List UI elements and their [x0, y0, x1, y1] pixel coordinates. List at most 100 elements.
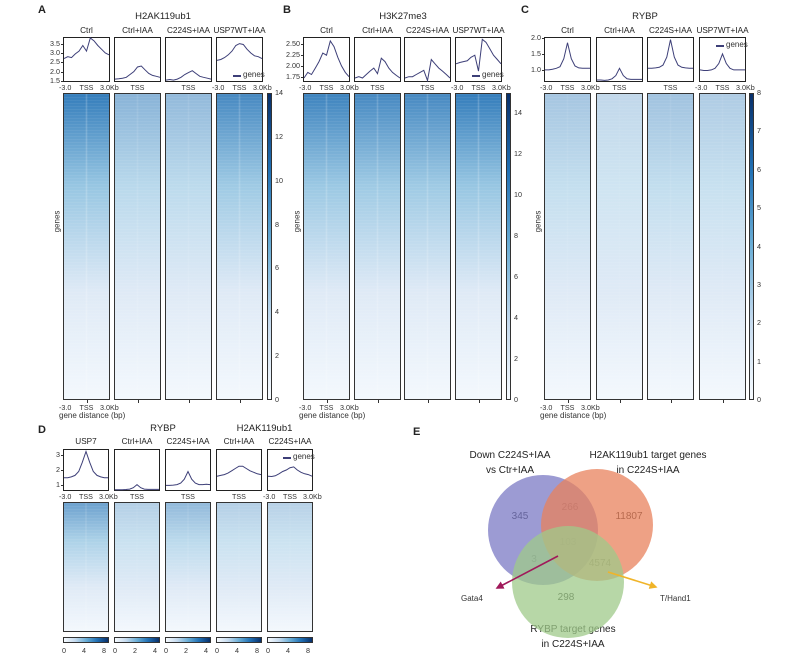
column-label: Ctrl+IAA: [362, 26, 393, 35]
column-label: Ctrl+IAA: [122, 26, 153, 35]
x-tick-label: TSS: [181, 492, 195, 501]
profile-curve: [165, 70, 212, 81]
colorbar-tick-label: 0: [266, 646, 270, 655]
profile-curve: [455, 38, 502, 72]
x-tick-label: TSS: [560, 83, 575, 92]
profile-box: [216, 449, 262, 491]
profile-box: [699, 37, 746, 82]
y-axis-label: genes: [292, 210, 302, 232]
heatmap: [544, 93, 591, 400]
colorbar-tick-label: 12: [275, 131, 283, 141]
panel-label: A: [38, 4, 46, 16]
y-tick-label: 1: [56, 480, 60, 490]
profile-box: [216, 37, 263, 82]
t-hand1-annotation: T/Hand1: [660, 594, 691, 603]
profile-box: [165, 37, 212, 82]
legend-label: genes: [293, 452, 315, 461]
colorbar: [114, 637, 160, 643]
set-label-down: Down C224S+IAA: [469, 450, 551, 461]
y-tick-label: 3.5: [50, 38, 60, 48]
profile-line: [648, 39, 693, 69]
colorbar-tick-label: 0: [164, 646, 168, 655]
bottom-tick: [670, 400, 672, 403]
panel-label: D: [38, 424, 46, 436]
profile-line: [699, 52, 745, 71]
group-title: RYBP: [150, 423, 176, 434]
column-label: C224S+IAA: [166, 26, 210, 35]
panel-label: E: [413, 426, 421, 438]
y-tick-label: 2.50: [286, 39, 300, 49]
profile-line: [455, 38, 502, 72]
colorbar-tick-label: 4: [275, 307, 279, 317]
y-tick-label: 2.5: [50, 57, 60, 67]
colorbar: [749, 93, 754, 400]
y-tick-label: 2.0: [531, 33, 541, 42]
profile-line: [165, 70, 212, 81]
x-tick-label: TSS: [79, 403, 94, 412]
y-tick-label: 1.5: [531, 48, 541, 58]
column-label: Ctrl: [320, 26, 333, 35]
colorbar: [267, 93, 272, 400]
profile-curve: [597, 67, 642, 81]
profile-curve: [648, 39, 693, 69]
profile-curve: [404, 58, 451, 82]
bottom-tick: [427, 400, 429, 403]
profile-curve: [166, 470, 211, 486]
heatmap: [165, 502, 211, 632]
profile-line: [64, 449, 108, 479]
colorbar-tick-label: 4: [204, 646, 208, 655]
heatmap: [216, 502, 262, 632]
y-tick-label: 2.25: [286, 50, 300, 60]
bottom-tick: [188, 400, 190, 403]
profile-line: [216, 43, 263, 61]
profile-line: [63, 37, 110, 60]
y-tick: [61, 454, 63, 456]
panel-label: B: [283, 4, 291, 16]
heatmap: [303, 93, 350, 400]
profile-line: [166, 470, 211, 486]
profile-curve: [267, 466, 313, 478]
y-tick: [61, 62, 63, 64]
set-label-down: vs Ctr+IAA: [485, 465, 535, 476]
legend-swatch: [716, 45, 724, 47]
legend-swatch: [233, 75, 241, 77]
profile-line: [404, 58, 451, 82]
x-tick-label: 3.0Kb: [99, 492, 118, 501]
y-tick-label: 1.75: [286, 71, 300, 81]
heatmap: [404, 93, 451, 400]
heatmap: [699, 93, 746, 400]
x-tick-label: TSS: [181, 83, 196, 92]
profile-box: [455, 37, 502, 82]
y-tick: [301, 44, 303, 46]
profile-box: [63, 37, 110, 82]
x-tick-label: 3.0Kb: [492, 83, 511, 92]
colorbar-tick-label: 14: [275, 88, 283, 97]
x-tick-label: TSS: [420, 83, 435, 92]
panel-title: H2AK119ub1: [135, 11, 191, 22]
x-tick-label: TSS: [612, 83, 627, 92]
panel-title: H3K27me3: [379, 11, 427, 22]
colorbar-tick-label: 0: [757, 395, 761, 404]
y-tick-label: 3.0: [50, 47, 60, 57]
x-tick-label: 3.0Kb: [100, 403, 119, 412]
y-tick-label: 1.0: [531, 64, 541, 74]
y-tick-label: 2.0: [50, 66, 60, 76]
x-axis-label: gene distance (bp): [299, 411, 366, 420]
colorbar-tick-label: 5: [757, 203, 761, 213]
colorbar-tick-label: 2: [757, 318, 761, 328]
colorbar: [216, 637, 262, 643]
colorbar-tick-label: 8: [306, 646, 310, 655]
venn-diagram: [488, 469, 658, 638]
bottom-tick: [86, 400, 88, 403]
column-label: Ctrl+IAA: [604, 26, 635, 35]
x-tick-label: TSS: [471, 83, 486, 92]
column-label: USP7: [75, 437, 97, 446]
x-tick-label: TSS: [232, 83, 247, 92]
profile-line: [267, 466, 313, 478]
colorbar-tick-label: 4: [286, 646, 290, 655]
colorbar-tick-label: 2: [275, 351, 279, 361]
column-label: USP7WT+IAA: [213, 26, 266, 35]
colorbar-tick-label: 0: [514, 395, 518, 404]
y-tick: [301, 76, 303, 78]
x-tick-label: 3.0Kb: [340, 83, 359, 92]
